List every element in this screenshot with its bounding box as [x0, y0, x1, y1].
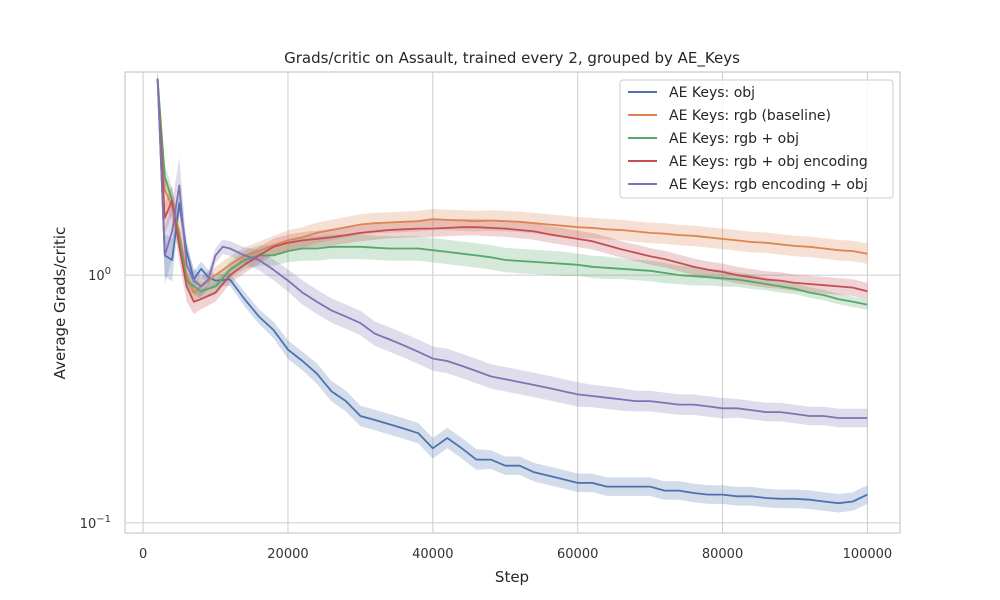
- legend: AE Keys: obj AE Keys: rgb (baseline) AE Ke…: [619, 79, 894, 199]
- series-band-2: [157, 70, 868, 303]
- y-tick-label: 100: [88, 266, 111, 284]
- series-band-3: [157, 70, 868, 310]
- series-line-4: [156, 78, 868, 303]
- y-tick-label: 10−1: [80, 514, 111, 532]
- x-axis-ticks: 0 20000 40000 60000 80000 100000: [139, 547, 892, 562]
- x-tick-label: 80000: [702, 547, 743, 562]
- series-line-5: [156, 78, 868, 419]
- x-tick-label: 0: [139, 547, 147, 562]
- series-line-1: [156, 78, 868, 505]
- x-tick-label: 60000: [557, 547, 598, 562]
- y-axis-label: Average Grads/critic: [51, 227, 69, 380]
- series-line-3: [156, 78, 868, 306]
- y-axis-ticks: 100 10−1: [80, 266, 111, 532]
- legend-label: AE Keys: rgb (baseline): [669, 108, 831, 124]
- x-axis-label: Step: [495, 568, 529, 586]
- legend-label: AE Keys: rgb + obj encoding: [669, 154, 868, 170]
- legend-label: AE Keys: rgb encoding + obj: [669, 177, 868, 193]
- series-lines: [156, 78, 868, 505]
- chart-title: Grads/critic on Assault, trained every 2…: [284, 49, 740, 68]
- plot-frame: [124, 71, 901, 534]
- x-tick-label: 40000: [412, 547, 453, 562]
- legend-label: AE Keys: obj: [669, 85, 755, 101]
- x-tick-label: 100000: [843, 547, 893, 562]
- legend-label: AE Keys: rgb + obj: [669, 131, 799, 147]
- legend-box: [619, 79, 894, 199]
- series-band-1: [157, 68, 868, 513]
- x-tick-label: 20000: [267, 547, 308, 562]
- series-line-2: [156, 78, 868, 294]
